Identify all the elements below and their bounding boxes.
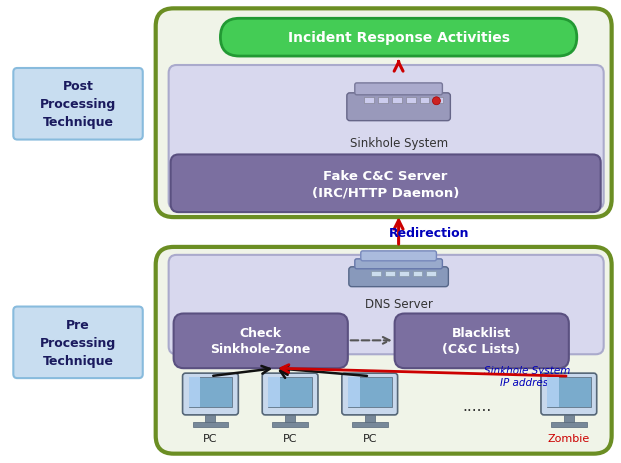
Bar (433, 98, 443, 104)
FancyBboxPatch shape (13, 69, 143, 140)
FancyBboxPatch shape (342, 373, 397, 415)
FancyBboxPatch shape (171, 155, 601, 213)
Bar (551, 422, 587, 427)
Text: ......: ...... (463, 399, 492, 413)
FancyBboxPatch shape (183, 373, 238, 415)
Bar (348, 377, 360, 407)
Text: Sinkhole System
IP address: Sinkhole System IP address (484, 365, 570, 388)
Bar (364, 98, 374, 104)
Text: Redirection: Redirection (389, 227, 469, 240)
Bar (189, 377, 232, 407)
FancyBboxPatch shape (355, 259, 442, 269)
Bar (193, 422, 229, 427)
Bar (564, 415, 574, 423)
FancyBboxPatch shape (13, 307, 143, 378)
Bar (406, 98, 415, 104)
Bar (384, 271, 394, 276)
Text: PC: PC (203, 433, 218, 443)
Text: Check
Sinkhole-Zone: Check Sinkhole-Zone (210, 326, 310, 355)
Text: Pre
Processing
Technique: Pre Processing Technique (40, 318, 116, 367)
FancyBboxPatch shape (174, 314, 348, 369)
FancyBboxPatch shape (541, 373, 597, 415)
Bar (399, 271, 409, 276)
Bar (272, 422, 308, 427)
FancyBboxPatch shape (169, 255, 604, 355)
FancyBboxPatch shape (361, 251, 437, 261)
Bar (352, 422, 388, 427)
FancyBboxPatch shape (156, 247, 612, 454)
Bar (268, 377, 312, 407)
FancyBboxPatch shape (156, 9, 612, 218)
Text: Fake C&C Server
(IRC/HTTP Daemon): Fake C&C Server (IRC/HTTP Daemon) (312, 169, 460, 199)
Text: DNS Server: DNS Server (365, 297, 433, 310)
Text: Blacklist
(C&C Lists): Blacklist (C&C Lists) (442, 326, 520, 355)
Bar (420, 98, 430, 104)
Bar (371, 271, 381, 276)
Bar (365, 415, 374, 423)
Bar (189, 377, 201, 407)
Text: Sinkhole System: Sinkhole System (350, 137, 448, 150)
Text: Zombie: Zombie (548, 433, 590, 443)
Bar (268, 377, 280, 407)
Text: PC: PC (283, 433, 297, 443)
FancyBboxPatch shape (347, 94, 450, 121)
Bar (206, 415, 215, 423)
FancyBboxPatch shape (355, 84, 442, 96)
FancyBboxPatch shape (394, 314, 569, 369)
FancyBboxPatch shape (349, 267, 448, 287)
Text: Incident Response Activities: Incident Response Activities (288, 31, 510, 45)
Text: Post
Processing
Technique: Post Processing Technique (40, 80, 116, 129)
FancyBboxPatch shape (169, 66, 604, 210)
Bar (378, 98, 388, 104)
Bar (348, 377, 392, 407)
Bar (547, 377, 559, 407)
Bar (392, 98, 402, 104)
Text: PC: PC (363, 433, 377, 443)
FancyBboxPatch shape (262, 373, 318, 415)
Bar (285, 415, 295, 423)
FancyBboxPatch shape (220, 19, 577, 57)
Bar (427, 271, 437, 276)
Circle shape (432, 98, 440, 106)
Bar (547, 377, 591, 407)
Bar (412, 271, 422, 276)
